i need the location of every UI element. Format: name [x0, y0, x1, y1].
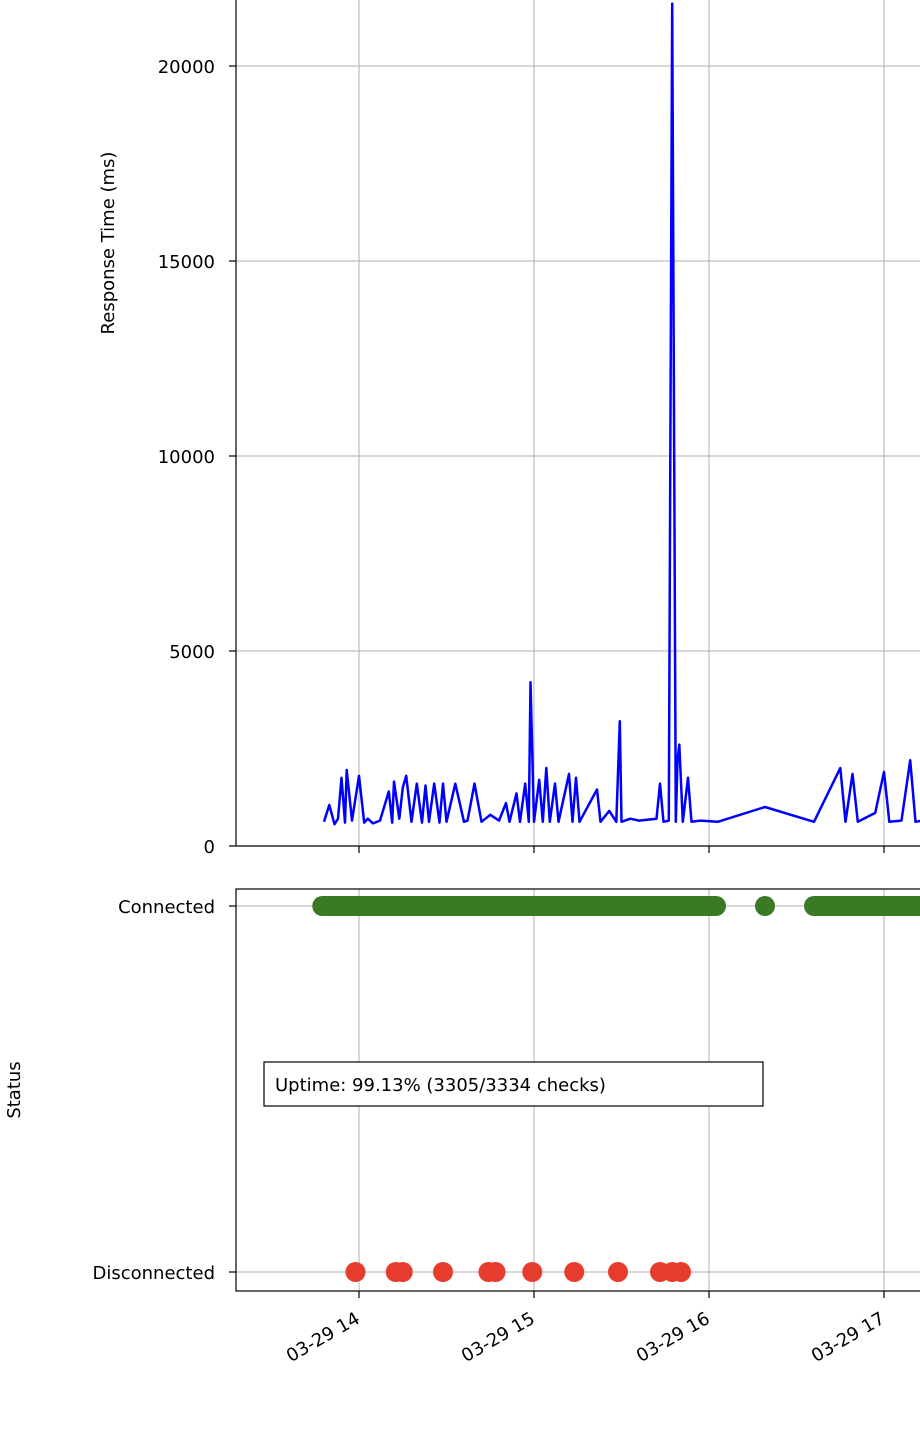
connected-marker — [755, 896, 775, 916]
status-x-tick-label: 03-29 15 — [458, 1308, 539, 1367]
response-time-panel: 0 5000 10000 15000 20000 Response Time (ms) — [98, 0, 920, 858]
disconnected-marker — [608, 1262, 628, 1282]
disconnected-marker — [522, 1262, 543, 1282]
connected-marker-run — [804, 896, 920, 916]
status-y-label: Status — [4, 1061, 25, 1118]
response-time-grid — [236, 0, 920, 846]
response-time-y-tick-label: 0 — [204, 837, 215, 858]
response-time-x-ticks — [358, 846, 885, 853]
status-markers — [312, 896, 920, 1282]
connected-marker-run — [312, 896, 726, 916]
disconnected-marker — [345, 1262, 366, 1282]
disconnected-marker — [392, 1262, 413, 1282]
response-time-line — [322, 2, 920, 826]
response-time-y-tick-label: 10000 — [158, 447, 215, 468]
status-y-tick-label: Connected — [118, 897, 215, 918]
disconnected-marker — [485, 1262, 506, 1282]
status-y-tick-label: Disconnected — [93, 1263, 216, 1284]
status-x-ticks: 03-29 14 03-29 15 03-29 16 03-29 17 — [283, 1291, 889, 1367]
status-x-tick-label: 03-29 14 — [283, 1308, 364, 1367]
disconnected-marker — [433, 1262, 453, 1282]
response-time-y-label: Response Time (ms) — [98, 152, 119, 335]
response-time-y-tick-label: 15000 — [158, 252, 215, 273]
status-axes-frame — [235, 888, 920, 1292]
uptime-annotation-box — [263, 1061, 764, 1107]
response-time-y-tick-label: 5000 — [169, 642, 215, 663]
disconnected-marker — [671, 1262, 691, 1282]
status-x-tick-label: 03-29 16 — [633, 1308, 714, 1367]
response-time-y-tick-label: 20000 — [158, 57, 215, 78]
disconnected-marker — [564, 1262, 585, 1282]
uptime-annotation-text: Uptime: 99.13% (3305/3334 checks) — [275, 1075, 606, 1096]
status-y-ticks: Disconnected Connected — [93, 897, 236, 1284]
response-time-y-ticks: 0 5000 10000 15000 20000 — [158, 57, 236, 858]
uptime-annotation: Uptime: 99.13% (3305/3334 checks) — [263, 1061, 764, 1107]
status-x-tick-label: 03-29 17 — [808, 1308, 889, 1367]
